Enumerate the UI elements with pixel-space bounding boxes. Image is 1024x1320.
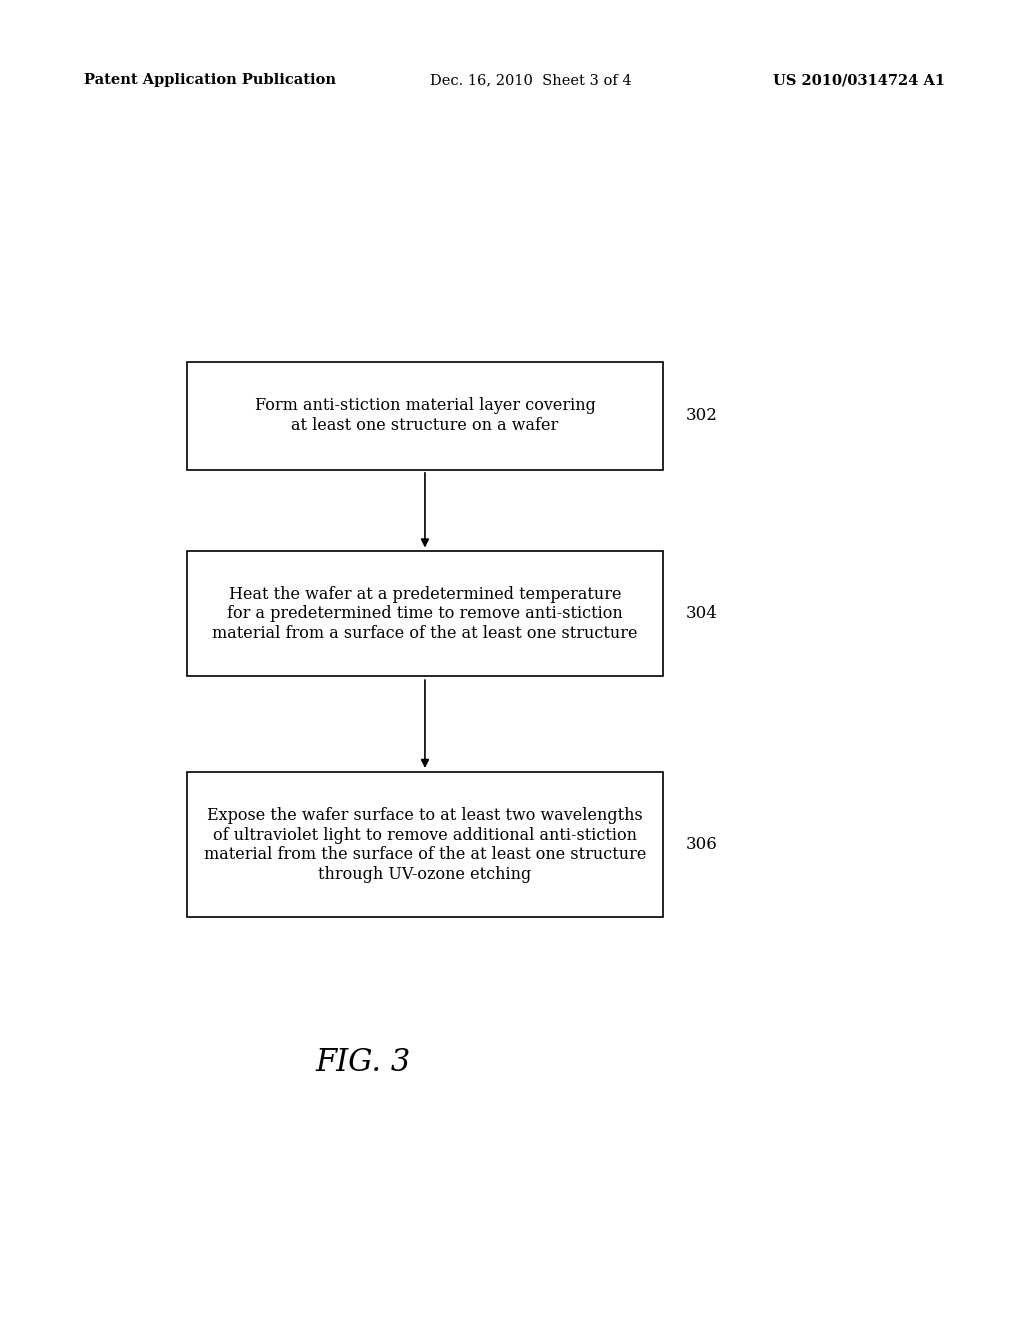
FancyBboxPatch shape xyxy=(186,552,664,676)
Text: FIG. 3: FIG. 3 xyxy=(315,1047,412,1078)
Text: Patent Application Publication: Patent Application Publication xyxy=(84,73,336,87)
Text: Dec. 16, 2010  Sheet 3 of 4: Dec. 16, 2010 Sheet 3 of 4 xyxy=(430,73,632,87)
FancyBboxPatch shape xyxy=(186,362,664,470)
Text: Expose the wafer surface to at least two wavelengths
of ultraviolet light to rem: Expose the wafer surface to at least two… xyxy=(204,807,646,883)
Text: 306: 306 xyxy=(686,837,718,853)
Text: 302: 302 xyxy=(686,408,718,424)
Text: Form anti-stiction material layer covering
at least one structure on a wafer: Form anti-stiction material layer coveri… xyxy=(255,397,595,434)
Text: 304: 304 xyxy=(686,606,718,622)
Text: US 2010/0314724 A1: US 2010/0314724 A1 xyxy=(773,73,945,87)
FancyBboxPatch shape xyxy=(186,772,664,917)
Text: Heat the wafer at a predetermined temperature
for a predetermined time to remove: Heat the wafer at a predetermined temper… xyxy=(212,586,638,642)
